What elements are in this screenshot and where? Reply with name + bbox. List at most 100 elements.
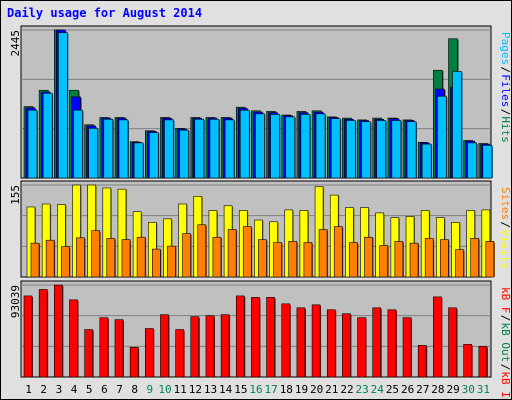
panel-kbytes: 93039 kB F/kB Out/kB In: [9, 280, 511, 399]
x-tick-label: 23: [356, 383, 369, 396]
bar-pages-day-17: [270, 114, 280, 179]
legend-label: kB F: [499, 287, 511, 314]
bar-kbytes-day-8: [129, 347, 139, 378]
bar-sites-day-23: [364, 236, 373, 278]
bar-pages-day-13: [209, 118, 220, 179]
x-tick-label: 22: [340, 383, 353, 396]
bar-sites-day-29: [455, 249, 464, 278]
bar-sites-day-7: [121, 239, 131, 278]
bar-sites-day-27: [424, 238, 434, 278]
bar-kbytes-day-4: [69, 299, 78, 378]
bar-kbytes-day-13: [205, 315, 215, 378]
panel-visits-sites: 155 Sites /Visits: [9, 180, 511, 278]
bar-sites-day-28: [440, 239, 449, 278]
legend-label: Hits: [499, 116, 511, 142]
bar-kbytes-day-10: [160, 314, 169, 378]
bar-pages-day-12: [194, 118, 205, 179]
bar-kbytes-day-22: [342, 313, 351, 378]
x-tick-label: 5: [86, 383, 93, 396]
x-tick-label: 29: [446, 383, 459, 396]
legend-label: kB In: [499, 371, 511, 399]
bar-sites-day-3: [61, 246, 70, 278]
legend-separator: /: [499, 315, 511, 322]
bar-kbytes-day-30: [463, 344, 472, 378]
bar-pages-day-10: [164, 119, 174, 179]
bar-pages-day-26: [406, 121, 417, 179]
x-tick-label: 1: [25, 383, 32, 396]
bar-pages-day-9: [148, 132, 159, 179]
x-tick-label: 6: [101, 383, 108, 396]
bar-pages-day-22: [346, 120, 356, 179]
legend-label: kB Out: [499, 323, 511, 363]
bar-pages-day-19: [300, 114, 311, 179]
x-tick-label: 10: [158, 383, 171, 396]
bar-sites-day-4: [76, 237, 85, 278]
bar-pages-day-25: [391, 120, 402, 179]
bar-pages-day-15: [239, 109, 250, 179]
bar-pages-day-1: [27, 109, 38, 179]
bar-sites-day-24: [379, 245, 389, 278]
x-tick-label: 15: [234, 383, 247, 396]
chart-title: Daily usage for August 2014: [7, 6, 202, 20]
bar-sites-day-11: [182, 233, 191, 278]
y-max-label-bottom: 93039: [9, 285, 22, 318]
bar-pages-day-14: [224, 119, 235, 179]
bar-sites-day-5: [91, 230, 100, 278]
bar-kbytes-day-3: [54, 284, 63, 378]
x-tick-label: 16: [249, 383, 262, 396]
bar-kbytes-day-26: [402, 317, 412, 378]
bar-pages-day-29: [452, 71, 462, 179]
x-tick-label: 2: [40, 383, 47, 396]
x-tick-label: 3: [56, 383, 63, 396]
x-tick-label: 30: [462, 383, 475, 396]
x-tick-label: 21: [325, 383, 338, 396]
legend-bottom: kB F/kB Out/kB In: [499, 287, 511, 399]
x-tick-label: 31: [477, 383, 490, 396]
bar-kbytes-day-16: [251, 297, 260, 378]
bar-kbytes-day-28: [433, 296, 442, 378]
bar-sites-day-2: [45, 239, 55, 278]
legend-label: Files: [499, 74, 511, 107]
bar-pages-day-18: [285, 116, 296, 179]
x-tick-label: 25: [386, 383, 399, 396]
x-tick-label: 9: [147, 383, 154, 396]
y-max-label-top: 2445: [9, 30, 22, 57]
legend-top: Pages/Files/Hits: [499, 32, 511, 143]
bar-pages-day-23: [361, 121, 371, 179]
bar-sites-day-21: [333, 226, 343, 278]
panel-hits-files-pages: 2445 Pages/Files/Hits: [9, 25, 511, 179]
legend-separator: /: [499, 67, 511, 74]
bar-kbytes-day-24: [372, 307, 382, 378]
legend-label: Pages: [499, 32, 511, 65]
bar-sites-day-9: [151, 248, 161, 278]
bar-pages-day-20: [315, 113, 326, 179]
x-tick-label: 13: [204, 383, 217, 396]
x-tick-label: 26: [401, 383, 414, 396]
bar-kbytes-day-17: [266, 297, 275, 378]
bar-sites-day-22: [349, 242, 358, 278]
bar-pages-day-8: [133, 142, 144, 179]
bar-sites-day-1: [30, 242, 40, 278]
bar-pages-day-2: [42, 92, 53, 179]
legend-separator: /: [499, 222, 511, 229]
bar-kbytes-day-12: [190, 316, 200, 378]
x-tick-label: 14: [219, 383, 233, 396]
bar-pages-day-31: [482, 145, 493, 179]
bar-kbytes-day-2: [38, 289, 48, 378]
legend-label: Visits: [499, 229, 511, 269]
bar-pages-day-4: [73, 109, 83, 179]
x-tick-label: 11: [174, 383, 187, 396]
bar-sites-day-31: [485, 241, 495, 278]
bar-sites-day-30: [470, 238, 479, 278]
x-tick-label: 4: [71, 383, 78, 396]
bar-kbytes-day-5: [84, 329, 93, 378]
x-tick-label: 12: [189, 383, 202, 396]
legend-separator: /: [499, 109, 511, 116]
bar-sites-day-15: [242, 226, 252, 278]
bar-sites-day-25: [394, 241, 404, 278]
bar-kbytes-day-19: [296, 307, 306, 378]
x-tick-label: 20: [310, 383, 323, 396]
bar-sites-day-14: [227, 229, 237, 278]
bar-kbytes-day-21: [326, 309, 336, 378]
bar-sites-day-18: [288, 241, 298, 278]
